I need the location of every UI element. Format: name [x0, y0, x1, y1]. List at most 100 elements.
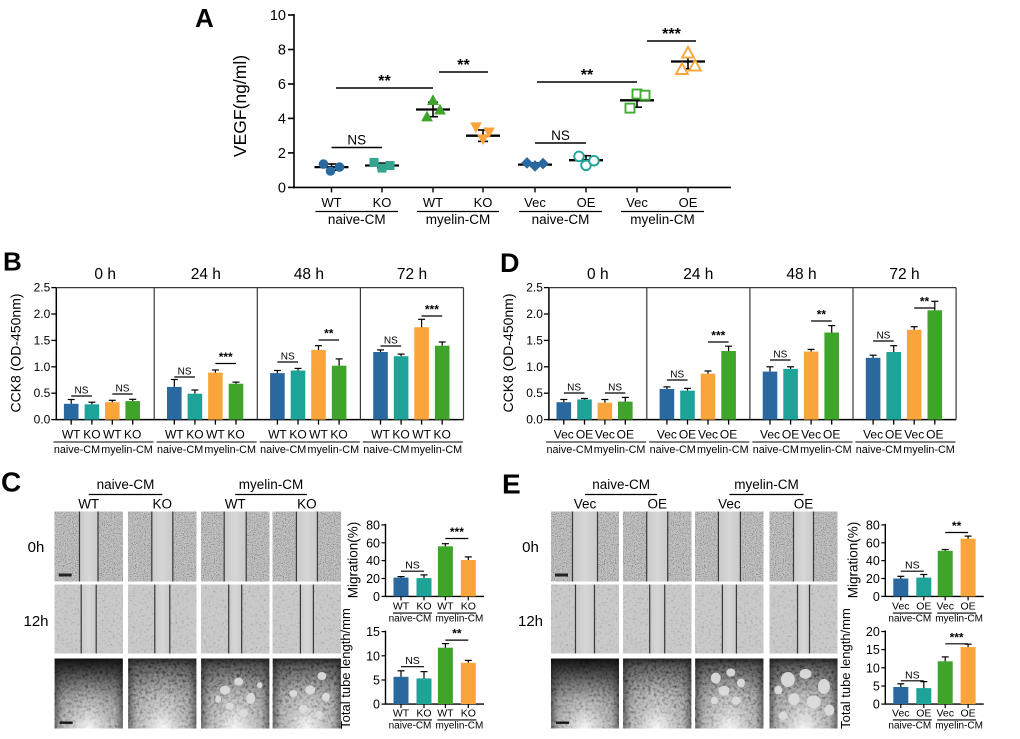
svg-text:OE: OE	[885, 428, 902, 442]
svg-text:KO: KO	[297, 497, 317, 512]
svg-text:10: 10	[366, 649, 380, 663]
svg-text:20: 20	[866, 625, 880, 639]
svg-text:NS: NS	[670, 370, 684, 381]
svg-text:OE: OE	[577, 195, 596, 210]
svg-text:Vec: Vec	[760, 428, 780, 442]
svg-text:Migration(%): Migration(%)	[346, 522, 361, 599]
svg-text:naive-CM: naive-CM	[260, 444, 306, 456]
svg-text:myelin-CM: myelin-CM	[426, 212, 491, 227]
svg-text:naive-CM: naive-CM	[592, 477, 650, 492]
svg-text:WT: WT	[437, 601, 454, 613]
svg-text:naive-CM: naive-CM	[97, 477, 155, 492]
svg-text:OE: OE	[720, 428, 737, 442]
svg-text:72 h: 72 h	[397, 266, 427, 283]
svg-text:NS: NS	[405, 655, 420, 667]
svg-text:0: 0	[373, 590, 380, 604]
svg-text:60: 60	[366, 536, 380, 550]
svg-text:WT: WT	[321, 195, 341, 210]
svg-text:WT: WT	[437, 708, 454, 720]
svg-text:***: ***	[711, 329, 725, 343]
svg-text:naive-CM: naive-CM	[856, 444, 902, 456]
svg-text:OE: OE	[916, 708, 931, 720]
svg-text:**: **	[817, 308, 827, 322]
svg-text:NS: NS	[905, 669, 920, 681]
svg-text:48 h: 48 h	[294, 266, 324, 283]
svg-text:0.0: 0.0	[34, 413, 51, 427]
svg-text:WT: WT	[268, 428, 287, 442]
svg-text:OE: OE	[823, 428, 840, 442]
svg-text:2.5: 2.5	[526, 281, 543, 295]
svg-text:Total tube length/mm: Total tube length/mm	[838, 608, 853, 729]
svg-text:naive-CM: naive-CM	[363, 444, 409, 456]
svg-text:CCK8 (OD-450nm): CCK8 (OD-450nm)	[500, 293, 516, 412]
svg-text:Vec: Vec	[718, 497, 741, 512]
svg-text:Vec: Vec	[595, 428, 615, 442]
svg-text:1.5: 1.5	[526, 333, 543, 347]
svg-text:80: 80	[366, 518, 380, 532]
svg-text:5: 5	[873, 680, 880, 694]
svg-text:80: 80	[866, 518, 880, 532]
svg-text:Vec: Vec	[863, 428, 883, 442]
svg-text:Vec: Vec	[657, 428, 677, 442]
svg-text:KO: KO	[289, 428, 306, 442]
svg-text:OE: OE	[782, 428, 799, 442]
svg-text:A: A	[195, 3, 214, 33]
svg-text:Vec: Vec	[801, 428, 821, 442]
svg-text:naive-CM: naive-CM	[888, 721, 931, 732]
svg-text:5: 5	[373, 674, 380, 688]
svg-text:naive-CM: naive-CM	[753, 444, 799, 456]
svg-text:Vec: Vec	[626, 195, 648, 210]
svg-text:naive-CM: naive-CM	[157, 444, 203, 456]
svg-text:OE: OE	[576, 428, 593, 442]
svg-text:12h: 12h	[23, 613, 48, 630]
svg-text:Total tube length/mm: Total tube length/mm	[338, 608, 353, 729]
svg-text:1.0: 1.0	[34, 360, 51, 374]
svg-text:0.5: 0.5	[34, 386, 51, 400]
svg-text:OE: OE	[926, 428, 943, 442]
svg-text:naive-CM: naive-CM	[389, 614, 432, 625]
svg-text:myelin-CM: myelin-CM	[800, 444, 852, 456]
svg-text:myelin-CM: myelin-CM	[101, 444, 153, 456]
svg-text:WT: WT	[78, 497, 99, 512]
svg-text:naive-CM: naive-CM	[54, 444, 100, 456]
svg-text:10: 10	[270, 8, 286, 24]
svg-text:NS: NS	[905, 560, 920, 572]
svg-text:CCK8 (OD-450nm): CCK8 (OD-450nm)	[7, 293, 23, 412]
svg-text:Migration(%): Migration(%)	[845, 522, 860, 599]
svg-text:NS: NS	[384, 336, 398, 347]
svg-text:naive-CM: naive-CM	[532, 212, 590, 227]
svg-text:WT: WT	[393, 601, 410, 613]
svg-text:KO: KO	[186, 428, 203, 442]
svg-text:myelin-CM: myelin-CM	[204, 444, 256, 456]
svg-text:myelin-CM: myelin-CM	[411, 444, 463, 456]
svg-text:**: **	[452, 627, 462, 641]
svg-text:**: **	[952, 519, 962, 533]
svg-text:myelin-CM: myelin-CM	[630, 212, 695, 227]
svg-text:1.5: 1.5	[34, 333, 51, 347]
svg-text:NS: NS	[876, 331, 890, 342]
svg-text:OE: OE	[794, 497, 814, 512]
svg-text:myelin-CM: myelin-CM	[308, 444, 360, 456]
svg-text:KO: KO	[461, 601, 476, 613]
svg-text:20: 20	[866, 572, 880, 586]
svg-text:myelin-CM: myelin-CM	[594, 444, 646, 456]
svg-text:15: 15	[366, 625, 380, 639]
svg-text:Vec: Vec	[936, 601, 954, 613]
svg-text:NS: NS	[773, 350, 787, 361]
svg-text:0.5: 0.5	[526, 386, 543, 400]
svg-text:2.0: 2.0	[34, 307, 51, 321]
svg-text:**: **	[920, 295, 930, 309]
svg-text:WT: WT	[103, 428, 122, 442]
svg-text:naive-CM: naive-CM	[650, 444, 696, 456]
svg-text:myelin-CM: myelin-CM	[903, 444, 955, 456]
svg-text:myelin-CM: myelin-CM	[436, 721, 484, 732]
svg-text:myelin-CM: myelin-CM	[697, 444, 749, 456]
svg-text:KO: KO	[461, 708, 476, 720]
svg-text:***: ***	[219, 350, 233, 364]
svg-text:myelin-CM: myelin-CM	[436, 614, 484, 625]
svg-text:**: **	[581, 67, 594, 84]
svg-text:KO: KO	[474, 195, 493, 210]
svg-text:4: 4	[278, 111, 286, 127]
svg-text:**: **	[324, 327, 334, 341]
svg-text:NS: NS	[608, 383, 622, 394]
